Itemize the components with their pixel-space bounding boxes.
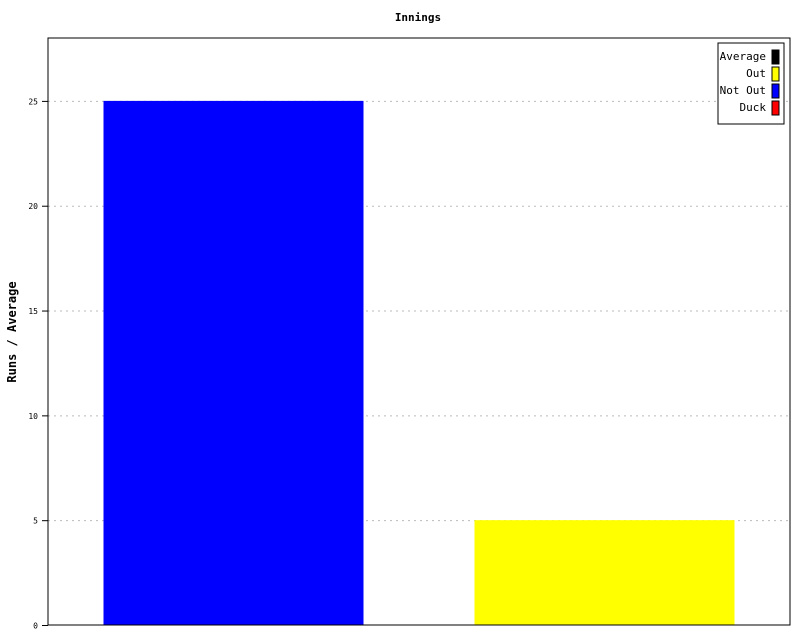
y-tick-label: 20 [28,202,38,211]
legend-label: Not Out [720,84,766,97]
y-tick-label: 15 [28,307,38,316]
y-tick-label: 0 [33,622,38,631]
y-tick-label: 10 [28,412,38,421]
y-tick-label: 5 [33,517,38,526]
bar-out [474,520,735,625]
y-tick-label: 25 [28,97,38,106]
chart-title: Innings [395,11,441,24]
legend-swatch [771,83,780,99]
legend-label: Out [746,67,766,80]
legend-swatch [771,66,780,82]
legend-label: Duck [740,101,767,114]
plot-frame [47,37,791,626]
legend-label: Average [720,50,766,63]
legend-swatch [771,100,780,116]
y-axis-label: Runs / Average [5,281,19,382]
bar-not-out [103,100,364,625]
legend-swatch [771,49,780,65]
legend: Average Out Not Out Duck [717,42,785,125]
